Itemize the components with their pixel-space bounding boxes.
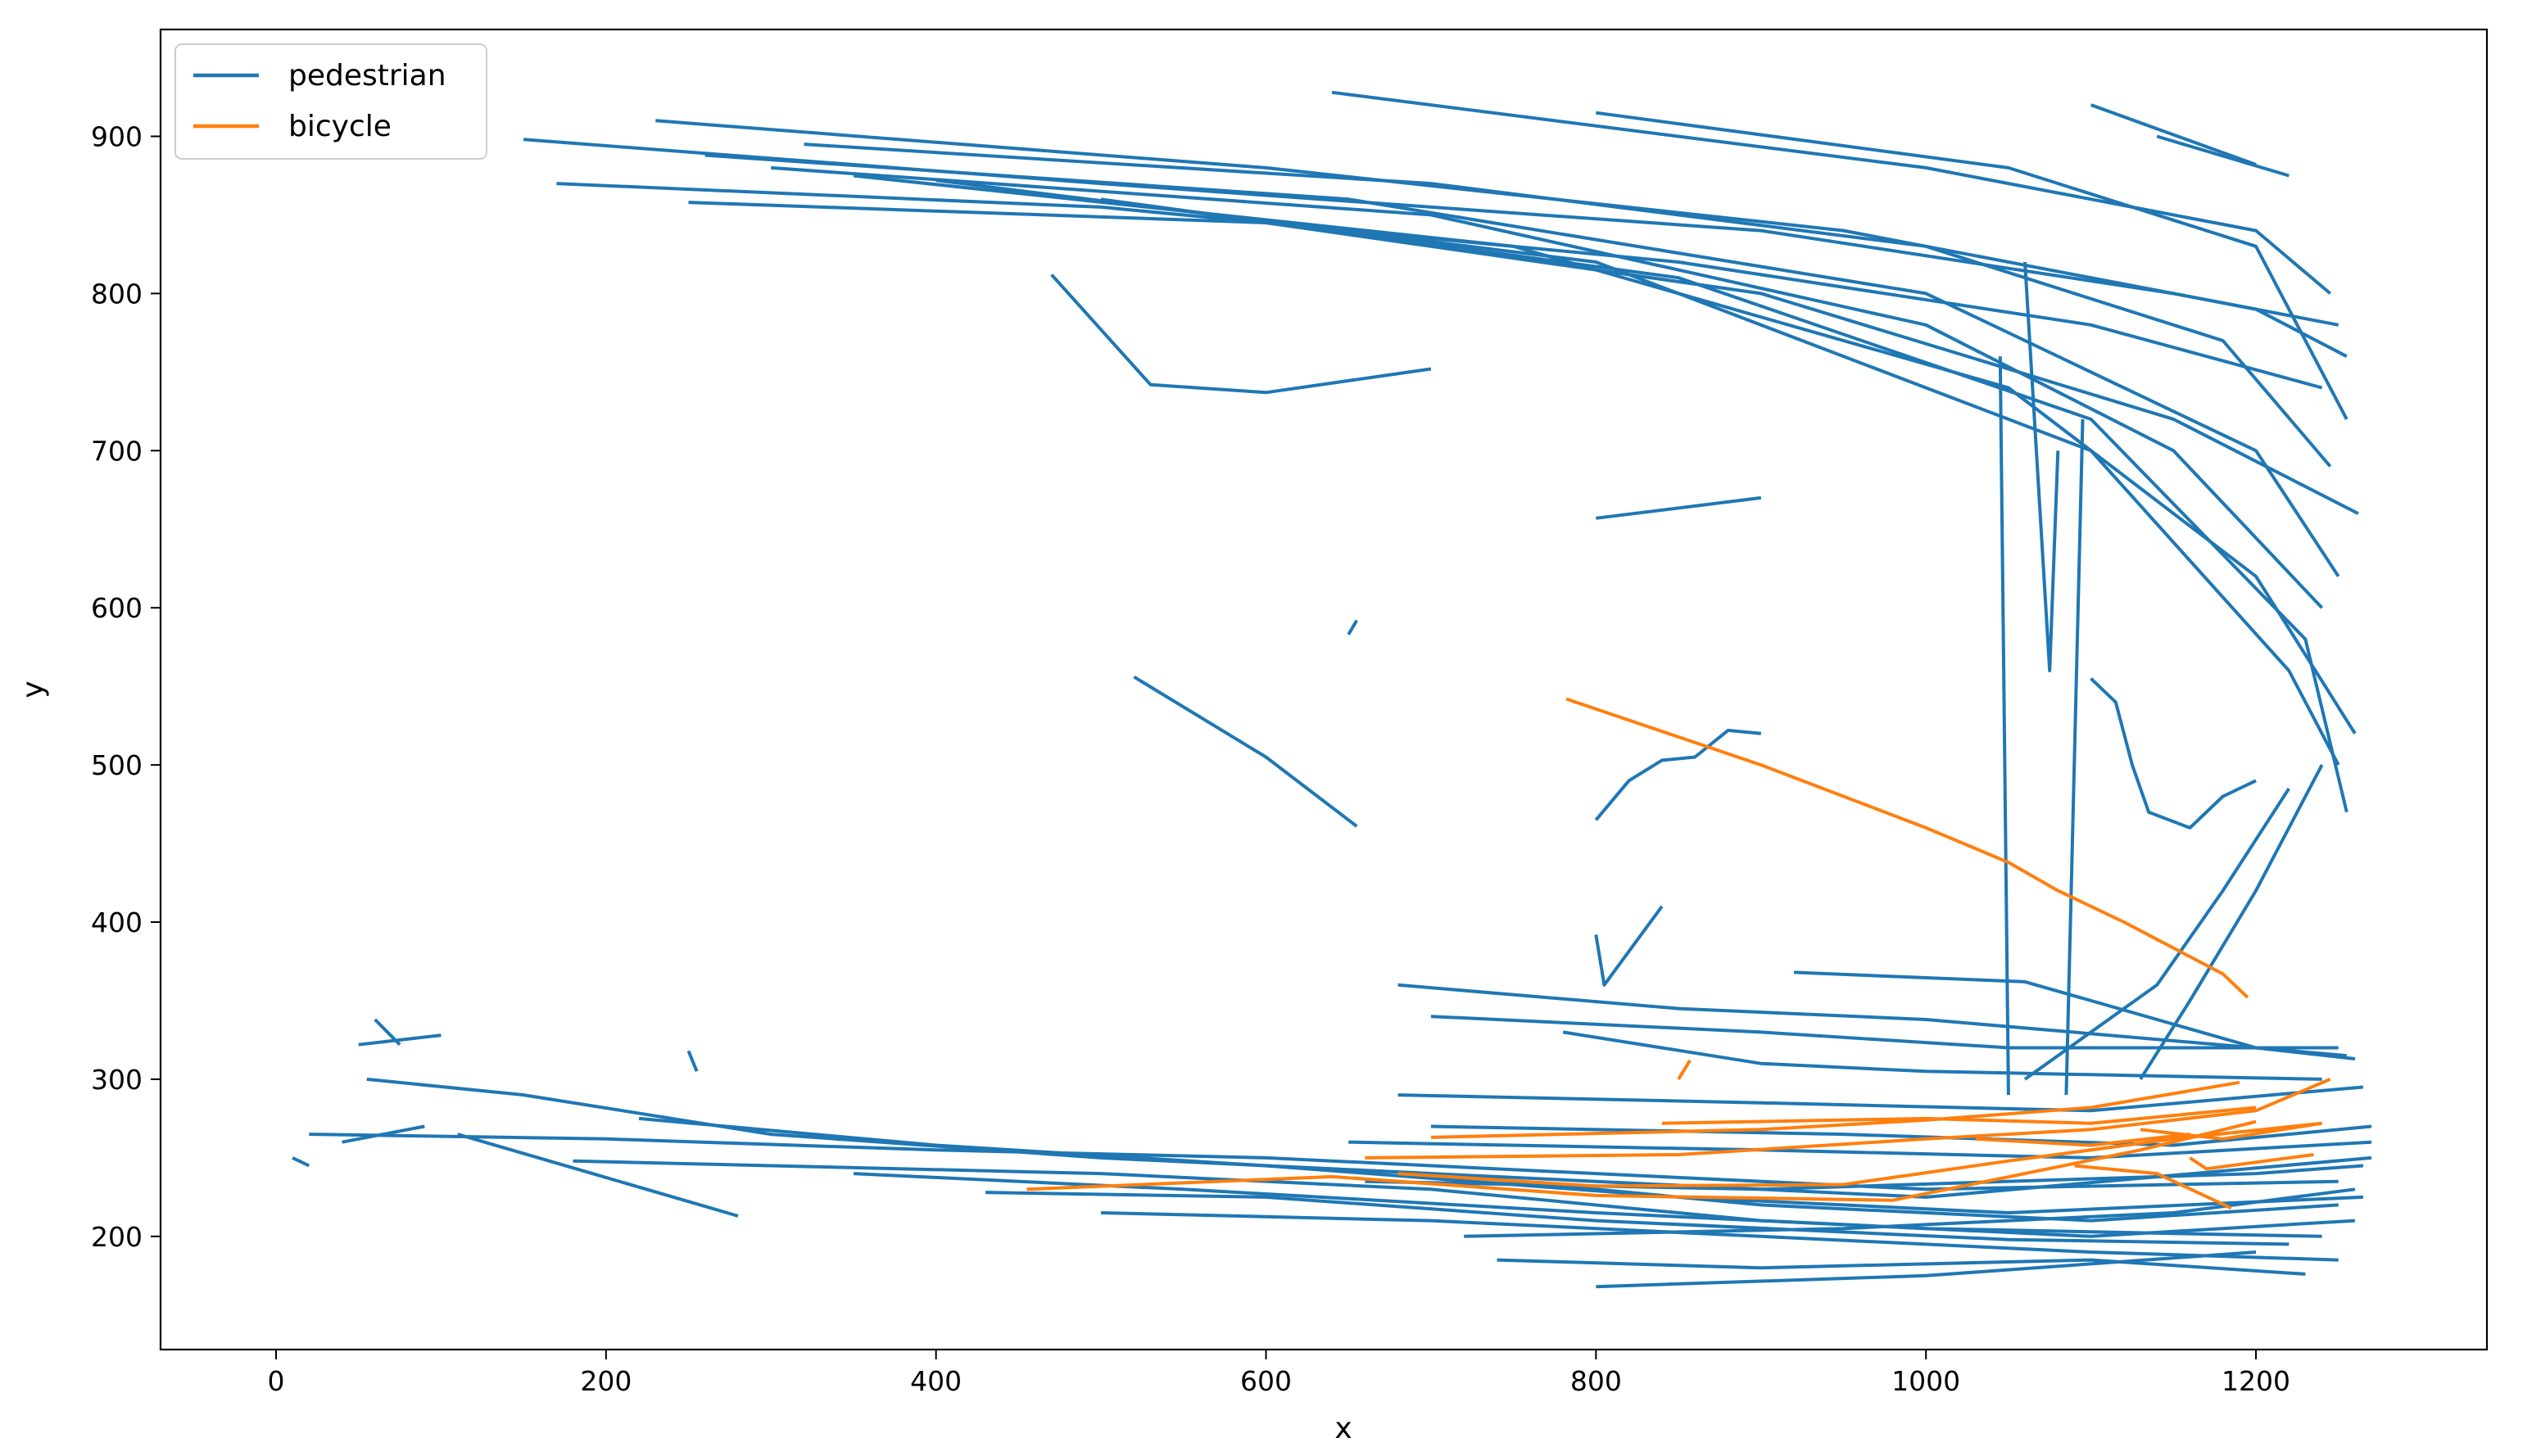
trajectory-bicycle [1365, 1078, 2331, 1160]
trajectory-bicycle [1661, 1106, 2257, 1125]
trajectory-pedestrian [1397, 1085, 2364, 1113]
trajectory-pedestrian [1793, 970, 2356, 1060]
trajectory-bicycle [1975, 1133, 2190, 1147]
trajectory-pedestrian [2090, 103, 2257, 166]
trajectory-pedestrian [804, 142, 2332, 468]
x-tick-label: 0 [267, 1365, 284, 1397]
trajectory-pedestrian [573, 1159, 2356, 1238]
trajectory-bicycle [1565, 697, 2249, 999]
trajectory-pedestrian [1464, 1187, 2356, 1238]
trajectory-pedestrian [638, 1116, 2363, 1214]
y-tick-label: 700 [91, 435, 143, 467]
y-tick-label: 800 [91, 278, 143, 310]
trajectory-pedestrian [1497, 1258, 2306, 1276]
trajectory-bicycle [2189, 1153, 2314, 1171]
x-tick-label: 400 [910, 1365, 962, 1397]
trajectory-pedestrian [688, 201, 2359, 515]
plot-frame [159, 28, 2489, 1351]
trajectory-pedestrian [1562, 1030, 2322, 1081]
trajectory-bicycle [1677, 1059, 1692, 1080]
trajectory-pedestrian [1100, 197, 2348, 813]
x-axis-ticks: 0 200 400 600 800 1000 1200 [267, 1350, 2290, 1397]
trajectory-pedestrian [853, 174, 2357, 735]
y-axis-label: y [16, 681, 50, 698]
trajectory-bicycle [1026, 1119, 2257, 1202]
trajectory-pedestrian [655, 119, 2348, 358]
trajectory-pedestrian [771, 165, 2324, 609]
trajectory-pedestrian [1998, 356, 2010, 1096]
y-tick-label: 500 [91, 749, 143, 781]
trajectory-pedestrian [556, 182, 2323, 390]
trajectory-pedestrian [1331, 90, 2331, 295]
y-tick-label: 900 [91, 120, 143, 152]
trajectory-pedestrian [2023, 261, 2060, 672]
trajectory-pedestrian [1594, 905, 1664, 987]
x-tick-label: 1000 [1891, 1365, 1960, 1397]
trajectory-pedestrian [1397, 983, 2347, 1058]
legend: pedestrian bicycle [174, 43, 487, 160]
trajectory-pedestrian [985, 1191, 2290, 1246]
trajectory-pedestrian [2064, 418, 2085, 1096]
x-tick-label: 200 [580, 1365, 632, 1397]
trajectory-pedestrian [2090, 677, 2257, 830]
trajectory-bicycle [2140, 1121, 2322, 1141]
legend-box [174, 43, 487, 160]
trajectory-bicycle [2074, 1164, 2232, 1210]
trajectory-pedestrian [1596, 1250, 2257, 1289]
trajectory-pedestrian [1347, 619, 1359, 635]
series-layer [292, 90, 2372, 1289]
trajectory-pedestrian [686, 1050, 699, 1073]
trajectory-pedestrian [358, 1033, 442, 1047]
trajectory-pedestrian [309, 1133, 2339, 1191]
trajectory-pedestrian [2156, 134, 2290, 178]
trajectory-pedestrian [1101, 1211, 2339, 1262]
trajectory-pedestrian [1133, 675, 1358, 828]
x-tick-label: 800 [1570, 1365, 1622, 1397]
trajectory-pedestrian [1594, 728, 1761, 821]
trajectory-pedestrian [853, 1172, 2322, 1238]
legend-label-bicycle: bicycle [288, 110, 392, 143]
y-tick-label: 200 [91, 1221, 143, 1253]
x-axis-label: x [1334, 1412, 1352, 1445]
y-tick-label: 400 [91, 907, 143, 938]
x-tick-label: 600 [1240, 1365, 1292, 1397]
x-tick-label: 1200 [2222, 1365, 2290, 1397]
trajectory-pedestrian [457, 1133, 739, 1218]
trajectory-pedestrian [1596, 111, 2348, 420]
trajectory-pedestrian [1430, 1015, 2339, 1050]
legend-label-pedestrian: pedestrian [288, 59, 446, 93]
y-tick-label: 600 [91, 592, 143, 624]
trajectory-pedestrian [1348, 1140, 2372, 1160]
trajectory-pedestrian [1050, 274, 1432, 395]
trajectory-pedestrian [1596, 495, 1762, 520]
y-tick-label: 300 [91, 1064, 143, 1096]
trajectory-pedestrian [704, 153, 2340, 577]
y-axis-ticks: 200 300 400 500 600 700 800 900 [91, 120, 161, 1253]
trajectory-pedestrian [935, 179, 2340, 766]
trajectory-pedestrian [292, 1156, 310, 1168]
